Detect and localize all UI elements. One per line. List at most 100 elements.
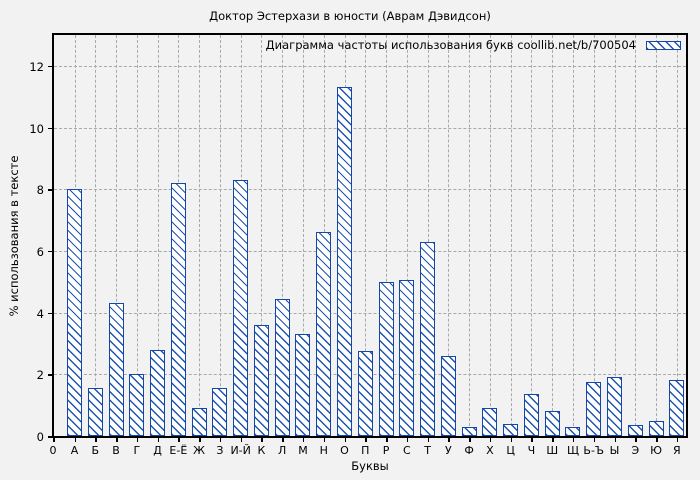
v-gridline	[593, 35, 595, 436]
y-tick-label: 8	[36, 183, 44, 198]
v-gridline	[572, 35, 574, 436]
h-gridline	[54, 127, 686, 129]
x-axis-label: Буквы	[351, 459, 389, 473]
y-tick-mark	[48, 374, 52, 376]
v-gridline	[531, 35, 533, 436]
bar-О	[337, 87, 352, 436]
y-axis-label: % использования в тексте	[7, 155, 21, 317]
x-tick-mark	[116, 438, 118, 442]
v-gridline	[469, 35, 471, 436]
bar-И-Й	[233, 179, 249, 436]
x-tick-label: Р	[382, 444, 390, 457]
bar-Л	[274, 298, 290, 436]
x-tick-label: Б	[91, 444, 100, 457]
v-gridline	[199, 35, 201, 436]
v-gridline	[219, 35, 221, 436]
x-tick-mark	[531, 438, 533, 442]
x-tick-mark	[219, 438, 222, 442]
bar-У	[440, 355, 456, 436]
x-tick-label: А	[70, 444, 79, 457]
h-gridline	[54, 250, 686, 252]
x-tick-mark	[157, 438, 160, 442]
x-tick-label: О	[340, 444, 349, 457]
v-gridline	[386, 35, 388, 436]
y-tick-label: 4	[36, 306, 44, 321]
y-tick-label: 10	[29, 121, 44, 136]
legend-label: Диаграмма частоты использования букв coo…	[265, 38, 636, 52]
v-gridline	[157, 35, 159, 436]
x-tick-mark	[614, 438, 617, 442]
legend: Диаграмма частоты использования букв coo…	[266, 38, 681, 52]
v-gridline	[510, 35, 512, 436]
x-tick-mark	[282, 438, 284, 442]
v-gridline	[136, 35, 138, 436]
x-tick-mark	[593, 438, 596, 442]
bar-Е-Ё	[170, 183, 186, 436]
x-tick-mark	[323, 438, 326, 442]
x-origin-label: 0	[49, 444, 57, 457]
x-tick-mark	[199, 438, 201, 442]
y-tick-mark	[48, 65, 52, 68]
bar-Ш	[544, 411, 560, 436]
v-gridline	[95, 35, 97, 436]
x-tick-mark	[427, 438, 430, 442]
x-tick-mark	[469, 438, 471, 442]
v-gridline	[365, 35, 367, 436]
v-gridline	[635, 35, 637, 436]
x-tick-label: В	[112, 444, 120, 457]
x-tick-label: Ф	[464, 444, 474, 457]
x-tick-mark	[656, 438, 658, 442]
x-tick-mark	[365, 438, 367, 442]
x-tick-mark	[386, 438, 388, 442]
x-tick-mark	[552, 438, 554, 442]
bar-З	[212, 388, 228, 436]
v-gridline	[656, 35, 658, 436]
bar-П	[357, 351, 373, 436]
bar-Т	[420, 241, 436, 436]
v-gridline	[116, 35, 118, 436]
x-tick-label: К	[257, 444, 266, 457]
x-tick-mark	[95, 438, 97, 442]
h-gridline	[54, 65, 686, 67]
x-tick-label: Ц	[506, 444, 515, 457]
x-tick-mark	[489, 438, 492, 442]
v-gridline	[427, 35, 429, 436]
bar-С	[399, 280, 415, 436]
y-tick-mark	[48, 189, 52, 191]
bar-Ь-Ъ	[586, 382, 602, 436]
bar-К	[253, 324, 269, 436]
bar-Р	[378, 281, 394, 436]
v-gridline	[302, 35, 304, 436]
x-tick-label: Т	[424, 444, 431, 457]
x-tick-mark	[261, 438, 263, 442]
bar-Ф	[461, 426, 477, 436]
v-gridline	[406, 35, 408, 436]
chart-title: Доктор Эстерхази в юности (Аврам Дэвидсо…	[209, 9, 491, 23]
x-tick-mark	[302, 438, 305, 442]
bar-Ц	[503, 423, 519, 436]
v-gridline	[282, 35, 284, 436]
v-gridline	[448, 35, 450, 436]
v-gridline	[676, 35, 678, 436]
v-gridline	[489, 35, 491, 436]
y-tick-label: 0	[36, 430, 44, 444]
y-tick-mark	[48, 436, 52, 438]
x-tick-label: Я	[673, 444, 681, 457]
x-tick-label: Д	[153, 444, 162, 457]
x-tick-label: Г	[133, 444, 141, 457]
x-tick-label: Л	[278, 444, 287, 457]
x-tick-mark	[448, 438, 450, 442]
y-tick-mark	[48, 312, 52, 315]
h-gridline	[54, 189, 686, 191]
x-tick-label: У	[445, 444, 452, 457]
bar-Г	[129, 374, 145, 436]
x-tick-mark	[406, 438, 409, 442]
bar-Ч	[523, 394, 539, 436]
bar-Д	[150, 349, 166, 436]
x-tick-mark	[344, 438, 346, 442]
x-tick-label: Ш	[546, 444, 559, 457]
bar-Х	[482, 408, 498, 436]
x-tick-label: Ы	[609, 444, 620, 457]
x-tick-label: Н	[319, 444, 328, 457]
plot-inner: Диаграмма частоты использования букв coo…	[54, 35, 686, 436]
